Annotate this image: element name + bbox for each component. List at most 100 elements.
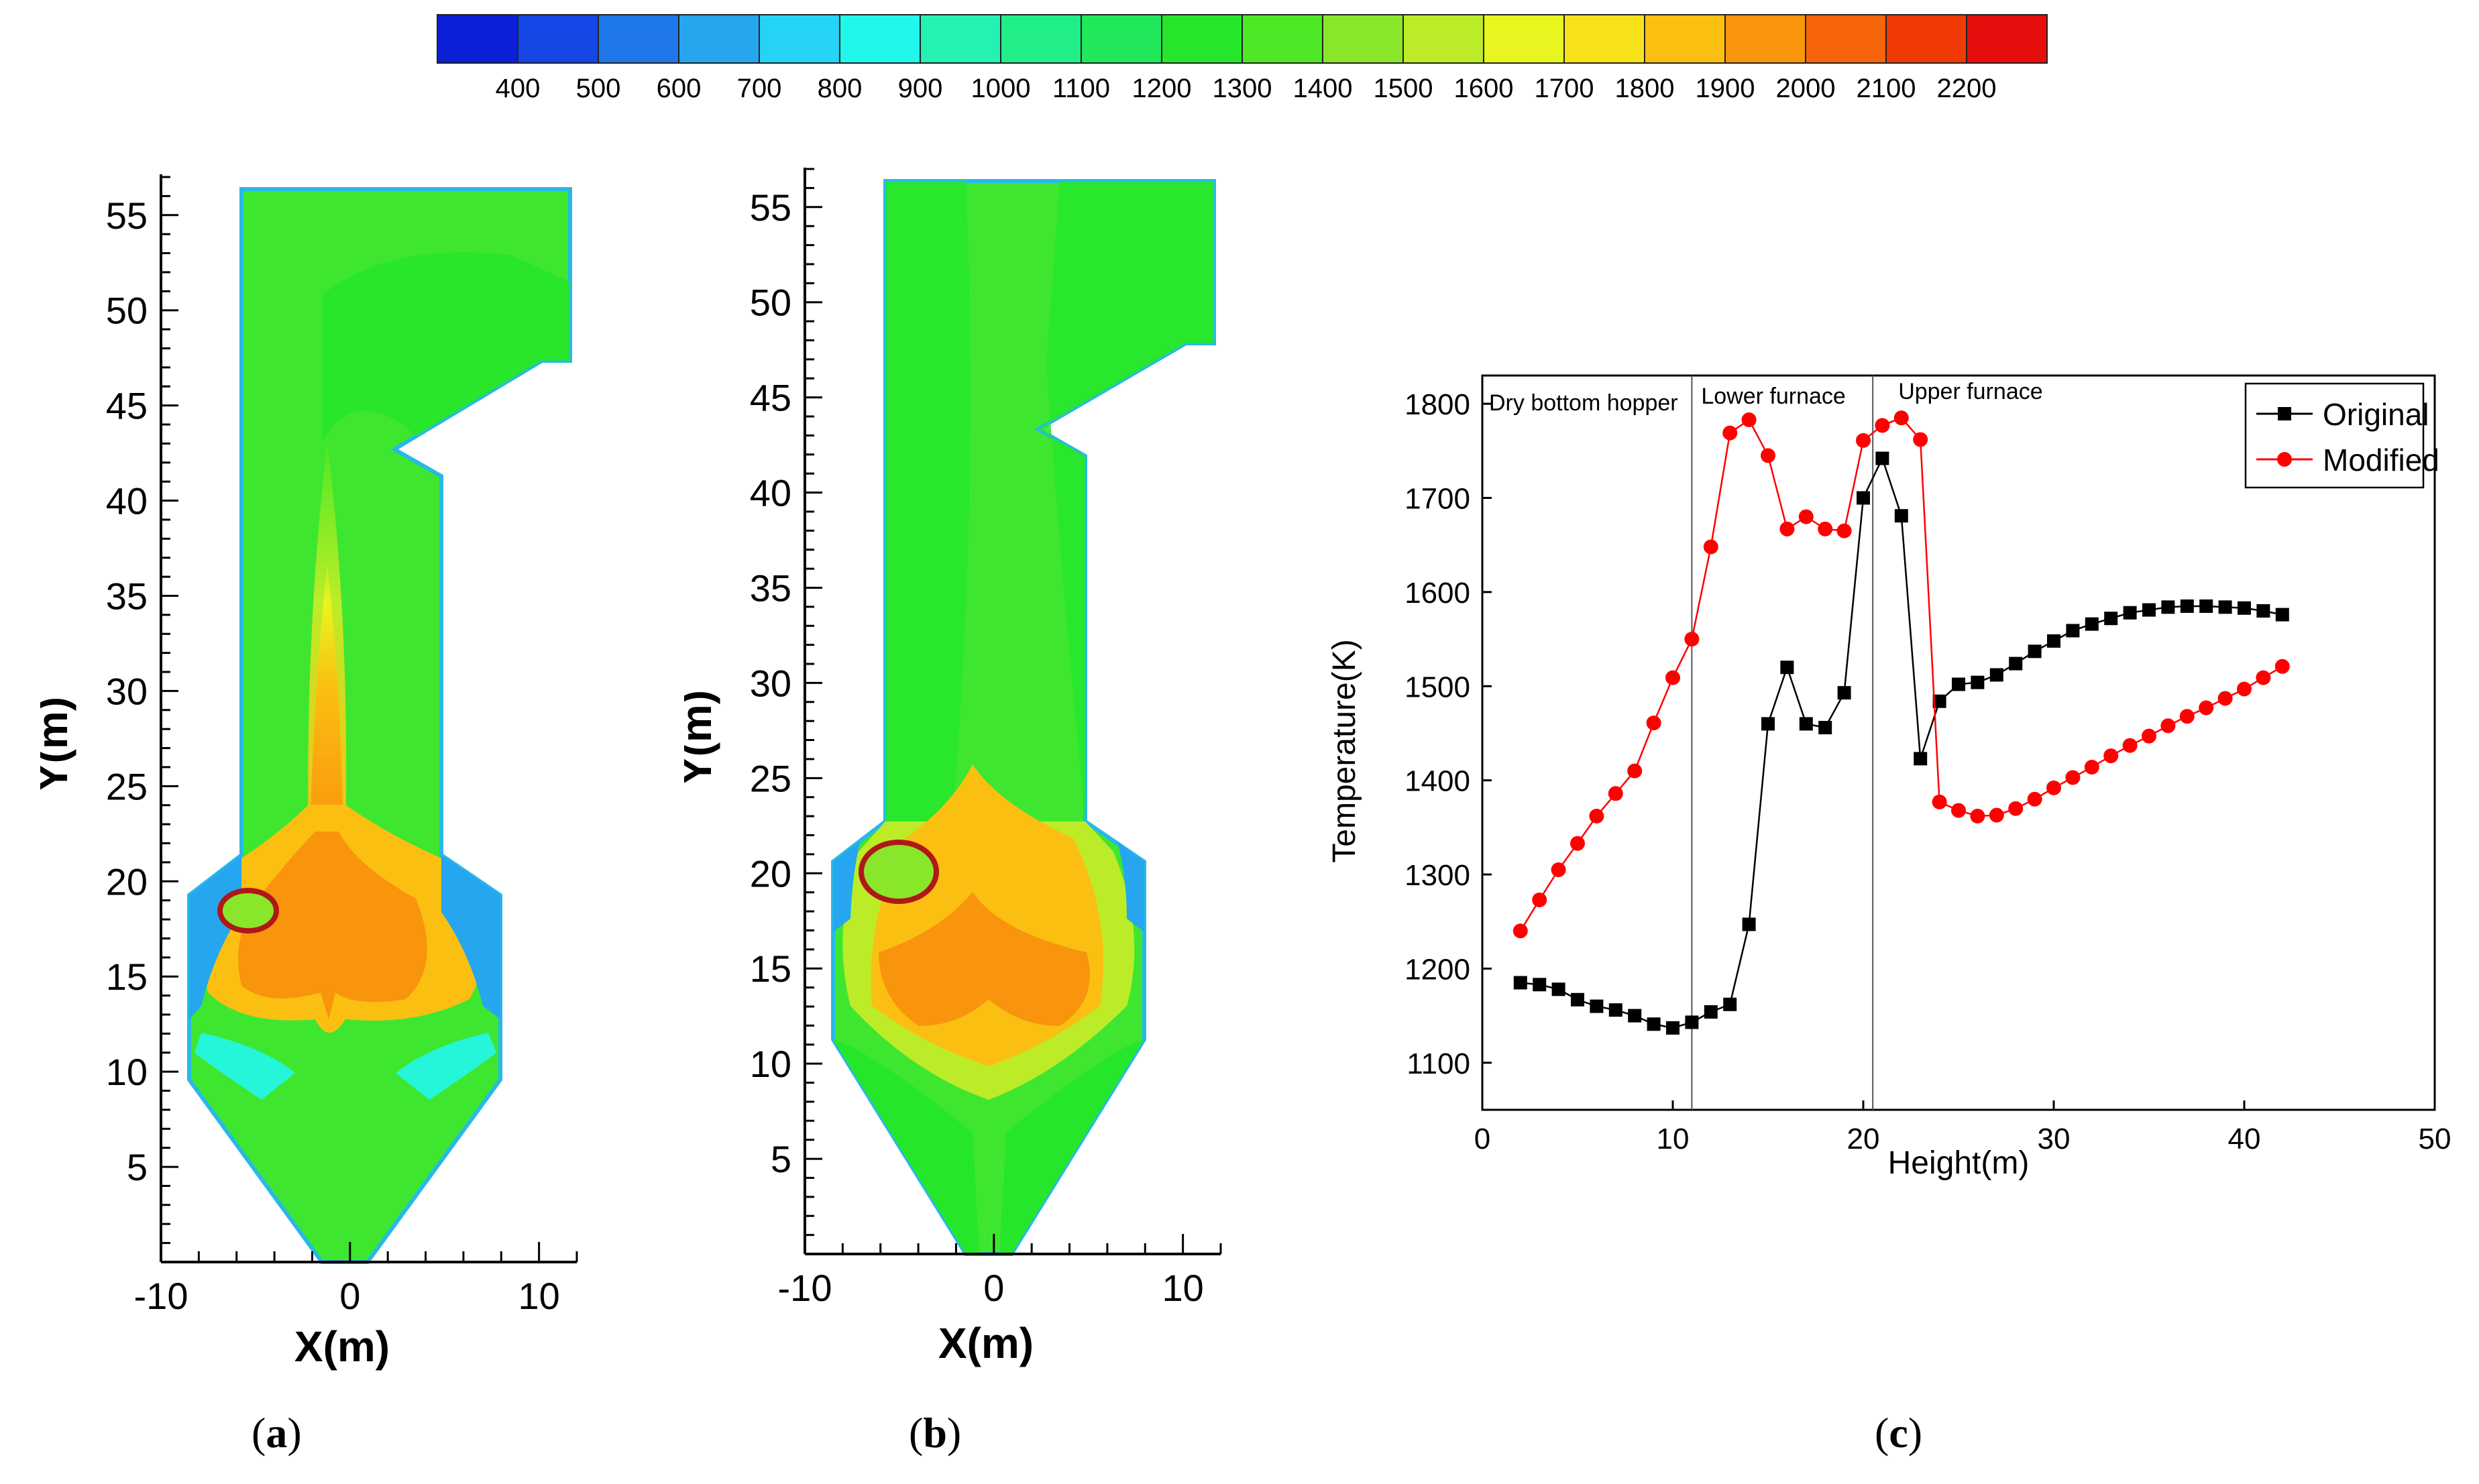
- data-point: [2199, 599, 2213, 613]
- y-tick-label: 1100: [1407, 1047, 1470, 1080]
- data-point: [1571, 992, 1584, 1007]
- y-tick-label: 20: [106, 860, 148, 903]
- y-tick-label: 1400: [1404, 765, 1470, 798]
- data-point: [2179, 709, 2195, 724]
- y-tick-label: 40: [106, 480, 148, 522]
- colorbar-block: [1805, 14, 1887, 64]
- caption-a-open: (: [252, 1409, 266, 1457]
- data-point: [1894, 509, 1908, 523]
- colorbar-tick-label: 1300: [1213, 74, 1272, 103]
- caption-c-open: (: [1875, 1409, 1889, 1457]
- colorbar-tick-label: 800: [818, 74, 863, 103]
- upper-zone-right: [1038, 181, 1214, 821]
- temperature-line-chart: Dry bottom hopper Lower furnace Upper furn…: [1327, 374, 2452, 1181]
- y-tick-label: 15: [750, 948, 791, 990]
- left-cool-zone: [833, 842, 860, 932]
- lower-cool-zone-right: [396, 1033, 496, 1100]
- colorbar-tick-label: 500: [576, 74, 621, 103]
- caption-c: (c): [1875, 1408, 1922, 1458]
- data-point: [1512, 923, 1528, 939]
- data-point: [2274, 659, 2290, 674]
- x-tick-label: 10: [518, 1275, 559, 1317]
- x-tick-label: 10: [1657, 1123, 1690, 1155]
- x-tick-label: -10: [134, 1275, 188, 1317]
- x-tick-labels: -10 0 10: [778, 1234, 1222, 1309]
- data-point: [1627, 763, 1643, 779]
- colorbar-block: [598, 14, 679, 64]
- data-point: [1646, 716, 1661, 731]
- data-point: [1836, 523, 1852, 538]
- colorbar-block: [1000, 14, 1082, 64]
- data-point: [1570, 836, 1585, 851]
- contour-panel-b: 5 10 15 20 25 30 35 40 45 50 55 -10 0 10 Y(m) X(m): [684, 168, 1222, 1367]
- colorbar-block: [1724, 14, 1806, 64]
- hottest-zone: [879, 892, 1090, 1026]
- y-tick-label: 15: [106, 956, 148, 998]
- legend-label: Modified: [2323, 443, 2439, 477]
- right-cool-zone: [441, 855, 500, 1019]
- data-point: [2085, 617, 2099, 631]
- y-tick-label: 30: [750, 662, 791, 704]
- y-tick-label: 45: [106, 385, 148, 427]
- y-tick-labels: 5 10 15 20 25 30 35 40 45 50 55: [106, 176, 178, 1245]
- data-point: [1532, 892, 1547, 907]
- data-point: [2084, 760, 2099, 775]
- region-label: Lower furnace: [1701, 384, 1845, 409]
- caption-b-open: (: [909, 1409, 924, 1457]
- data-point: [1857, 491, 1870, 505]
- legend-label: Original: [2323, 397, 2429, 432]
- data-point: [2237, 681, 2252, 697]
- data-point: [2180, 599, 2194, 613]
- y-tick-label: 45: [750, 377, 791, 419]
- data-point: [1780, 661, 1794, 675]
- series-line-original: [1520, 456, 2283, 1029]
- y-tick-label: 1200: [1404, 953, 1470, 986]
- data-point: [2123, 606, 2137, 620]
- region-label: Dry bottom hopper: [1489, 390, 1678, 416]
- data-point: [1742, 917, 1756, 931]
- upper-zone: [885, 181, 971, 821]
- x-tick-label: 10: [1162, 1267, 1203, 1309]
- data-point: [1608, 786, 1623, 801]
- data-point: [1837, 686, 1851, 700]
- y-tick-label: 40: [750, 472, 791, 514]
- colorbar-block: [920, 14, 1001, 64]
- data-point: [2009, 657, 2023, 671]
- x-tick-label: 30: [2038, 1123, 2071, 1155]
- y-tick-label: 55: [106, 194, 148, 237]
- data-point: [1989, 807, 2004, 823]
- data-point: [1856, 433, 1871, 448]
- x-tick-label: 50: [2419, 1123, 2452, 1155]
- colorbar-tick-label: 1000: [971, 74, 1031, 103]
- data-point: [2218, 600, 2232, 614]
- y-tick-label: 50: [750, 282, 791, 324]
- colorbar-tick-label: 600: [657, 74, 702, 103]
- series-group: [1512, 410, 2290, 1035]
- data-point: [1913, 432, 1928, 447]
- colorbar-block: [1242, 14, 1323, 64]
- plot-frame: [1481, 374, 2436, 1111]
- x-axis-label: X(m): [938, 1319, 1034, 1367]
- data-point: [2256, 604, 2270, 618]
- colorbar-block: [759, 14, 840, 64]
- x-tick-label: -10: [778, 1267, 832, 1309]
- legend-marker: [2277, 452, 2292, 467]
- y-tick-labels: 5 10 15 20 25 30 35 40 45 50 55: [750, 168, 822, 1237]
- data-point: [1666, 1021, 1679, 1035]
- y-tick-label: 5: [127, 1146, 148, 1188]
- colorbar-block: [1885, 14, 1967, 64]
- data-point: [2008, 801, 2024, 816]
- data-point: [2066, 624, 2080, 638]
- data-point: [1761, 448, 1775, 463]
- data-point: [1970, 809, 1985, 823]
- x-tick-label: 0: [983, 1267, 1004, 1309]
- colorbar-block: [1563, 14, 1645, 64]
- colorbar-tick-label: 1200: [1132, 74, 1192, 103]
- colorbar-tick-label: 1900: [1696, 74, 1755, 103]
- x-axis-label: X(m): [294, 1322, 390, 1371]
- data-point: [1533, 978, 1547, 992]
- burner-marker: [217, 888, 279, 933]
- data-point: [1685, 1015, 1699, 1029]
- x-tick-label: 0: [1474, 1123, 1490, 1155]
- data-point: [2065, 770, 2081, 785]
